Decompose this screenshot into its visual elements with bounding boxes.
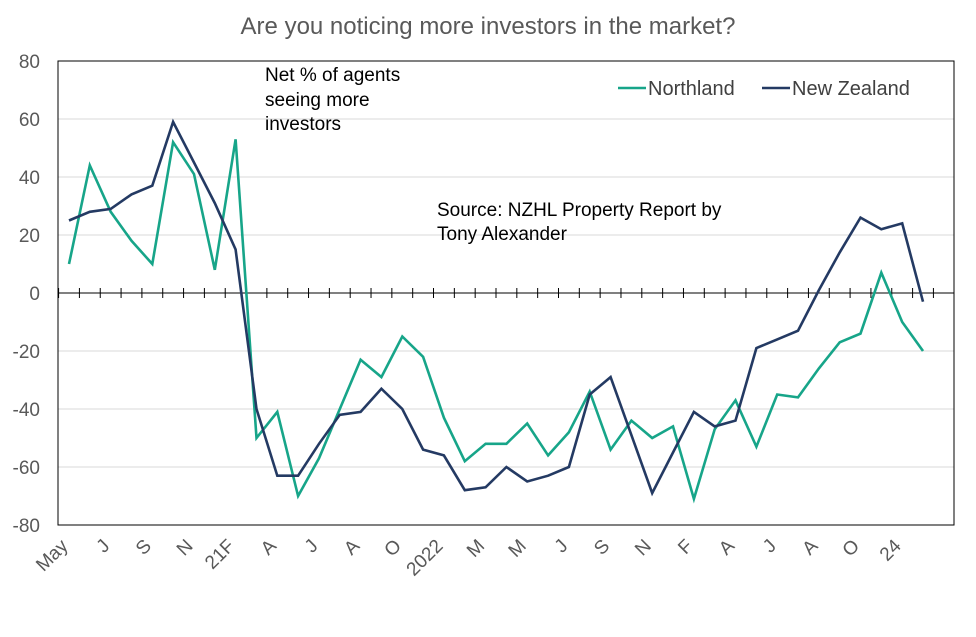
x-tick-label: J [551,536,573,558]
x-tick-label: S [590,536,614,560]
x-tick-label: J [93,536,115,558]
x-tick-label: N [173,536,198,561]
legend: Northland New Zealand [618,78,910,100]
annotation-label: Net % of agents seeing more investors [265,65,400,135]
x-tick-label: 2022 [403,536,448,581]
y-tick-label: -40 [13,400,40,421]
x-tick-label: A [799,535,823,559]
x-tick-label: May [32,535,73,576]
x-tick-label: M [505,536,531,562]
x-tick-label: M [463,536,489,562]
series-lines [67,118,925,504]
x-tick-label: S [132,536,156,560]
y-tick-label: -20 [13,342,40,363]
x-tick-label: A [715,535,739,559]
x-tick-label: F [674,536,697,559]
y-tick-label: -60 [13,458,40,479]
y-tick-label: 80 [19,52,40,73]
x-tick-label: J [759,536,781,558]
source-line: Source: NZHL Property Report by [437,200,722,221]
series-line-northland [67,138,925,504]
x-tick-label: 24 [876,535,906,565]
annotation-line: seeing more [265,90,370,111]
y-tick-label: 40 [19,168,40,189]
y-tick-label: -80 [13,516,40,537]
annotation-line: Net % of agents [265,65,400,86]
x-tick-label: A [257,535,281,559]
source-note: Source: NZHL Property Report by Tony Ale… [437,200,722,245]
x-tick-label: J [301,536,323,558]
chart-title: Are you noticing more investors in the m… [241,13,736,40]
y-tick-label: 20 [19,226,40,247]
source-line: Tony Alexander [437,224,568,245]
x-tick-label: A [340,535,364,559]
legend-label: Northland [648,78,735,100]
annotation-line: investors [265,114,341,135]
y-tick-label: 60 [19,110,40,131]
series-line-new-zealand [68,118,925,497]
x-tick-label: 21F [201,536,239,574]
y-tick-label: 0 [29,284,40,305]
x-tick-label: O [839,536,864,561]
x-tick-label: N [631,536,656,561]
legend-label: New Zealand [792,78,910,100]
x-tick-label: O [381,536,406,561]
